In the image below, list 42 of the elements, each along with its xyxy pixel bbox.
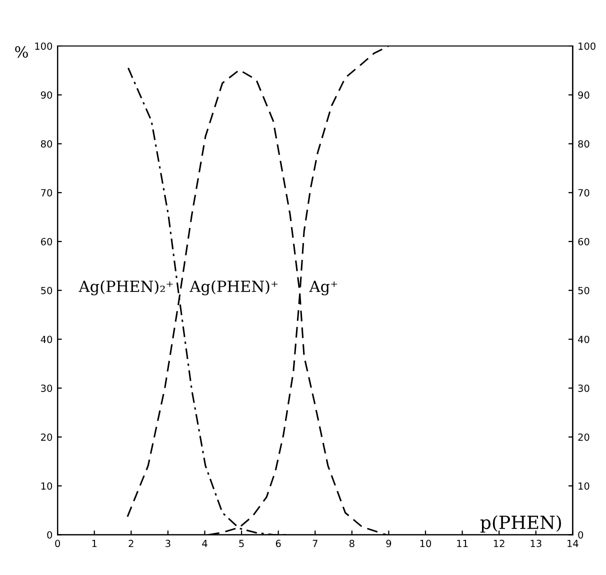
x-tick-label: 7 xyxy=(312,540,318,547)
x-tick-label: 13 xyxy=(530,540,542,548)
y2-tick-label: 50 xyxy=(578,286,590,294)
y-tick-label: 20 xyxy=(41,433,52,441)
y-tick-label: 100 xyxy=(35,42,52,50)
y-tick-label: 80 xyxy=(40,140,52,148)
x-tick-label: 5 xyxy=(239,540,244,548)
x-tick-label: 1 xyxy=(92,540,97,547)
x-tick-label: 10 xyxy=(420,540,432,548)
y-tick-label: 30 xyxy=(41,384,52,392)
x-tick-label: 8 xyxy=(349,540,354,548)
y2-tick-label: 0 xyxy=(578,531,584,539)
y-tick-label: 0 xyxy=(47,531,52,539)
x-tick-label: 2 xyxy=(128,540,134,547)
x-tick-label: 9 xyxy=(386,540,392,548)
y2-tick-label: 60 xyxy=(578,238,590,246)
series-label: Ag(PHEN)⁺ xyxy=(190,280,278,296)
y2-tick-label: 10 xyxy=(578,482,590,490)
x-tick-label: 4 xyxy=(202,540,208,547)
y-tick-label: 60 xyxy=(41,238,52,246)
y-tick-label: 90 xyxy=(40,91,52,99)
y-tick-label: 10 xyxy=(41,482,52,490)
y2-tick-label: 40 xyxy=(578,336,590,344)
y2-tick-label: 20 xyxy=(578,433,590,441)
y-tick-label: 50 xyxy=(41,286,52,294)
x-axis-title: p(PHEN) xyxy=(480,515,561,533)
x-tick-label: 3 xyxy=(166,540,170,548)
y-tick-label: 70 xyxy=(41,189,52,196)
series-label: Ag(PHEN)₂⁺ xyxy=(78,280,173,296)
y2-tick-label: 90 xyxy=(578,91,590,99)
x-tick-label: 12 xyxy=(494,540,504,547)
y2-tick-label: 80 xyxy=(578,140,590,148)
y2-tick-label: 100 xyxy=(578,42,596,50)
series-label: Ag⁺ xyxy=(309,280,338,296)
y2-tick-label: 30 xyxy=(578,384,590,392)
x-tick-label: 14 xyxy=(568,540,578,547)
x-tick-label: 11 xyxy=(457,540,468,547)
y-tick-label: 40 xyxy=(40,336,52,344)
x-tick-label: 0 xyxy=(55,540,60,548)
x-tick-label: 6 xyxy=(276,540,281,548)
y-axis-title: % xyxy=(15,46,28,58)
y2-tick-label: 70 xyxy=(578,189,590,196)
